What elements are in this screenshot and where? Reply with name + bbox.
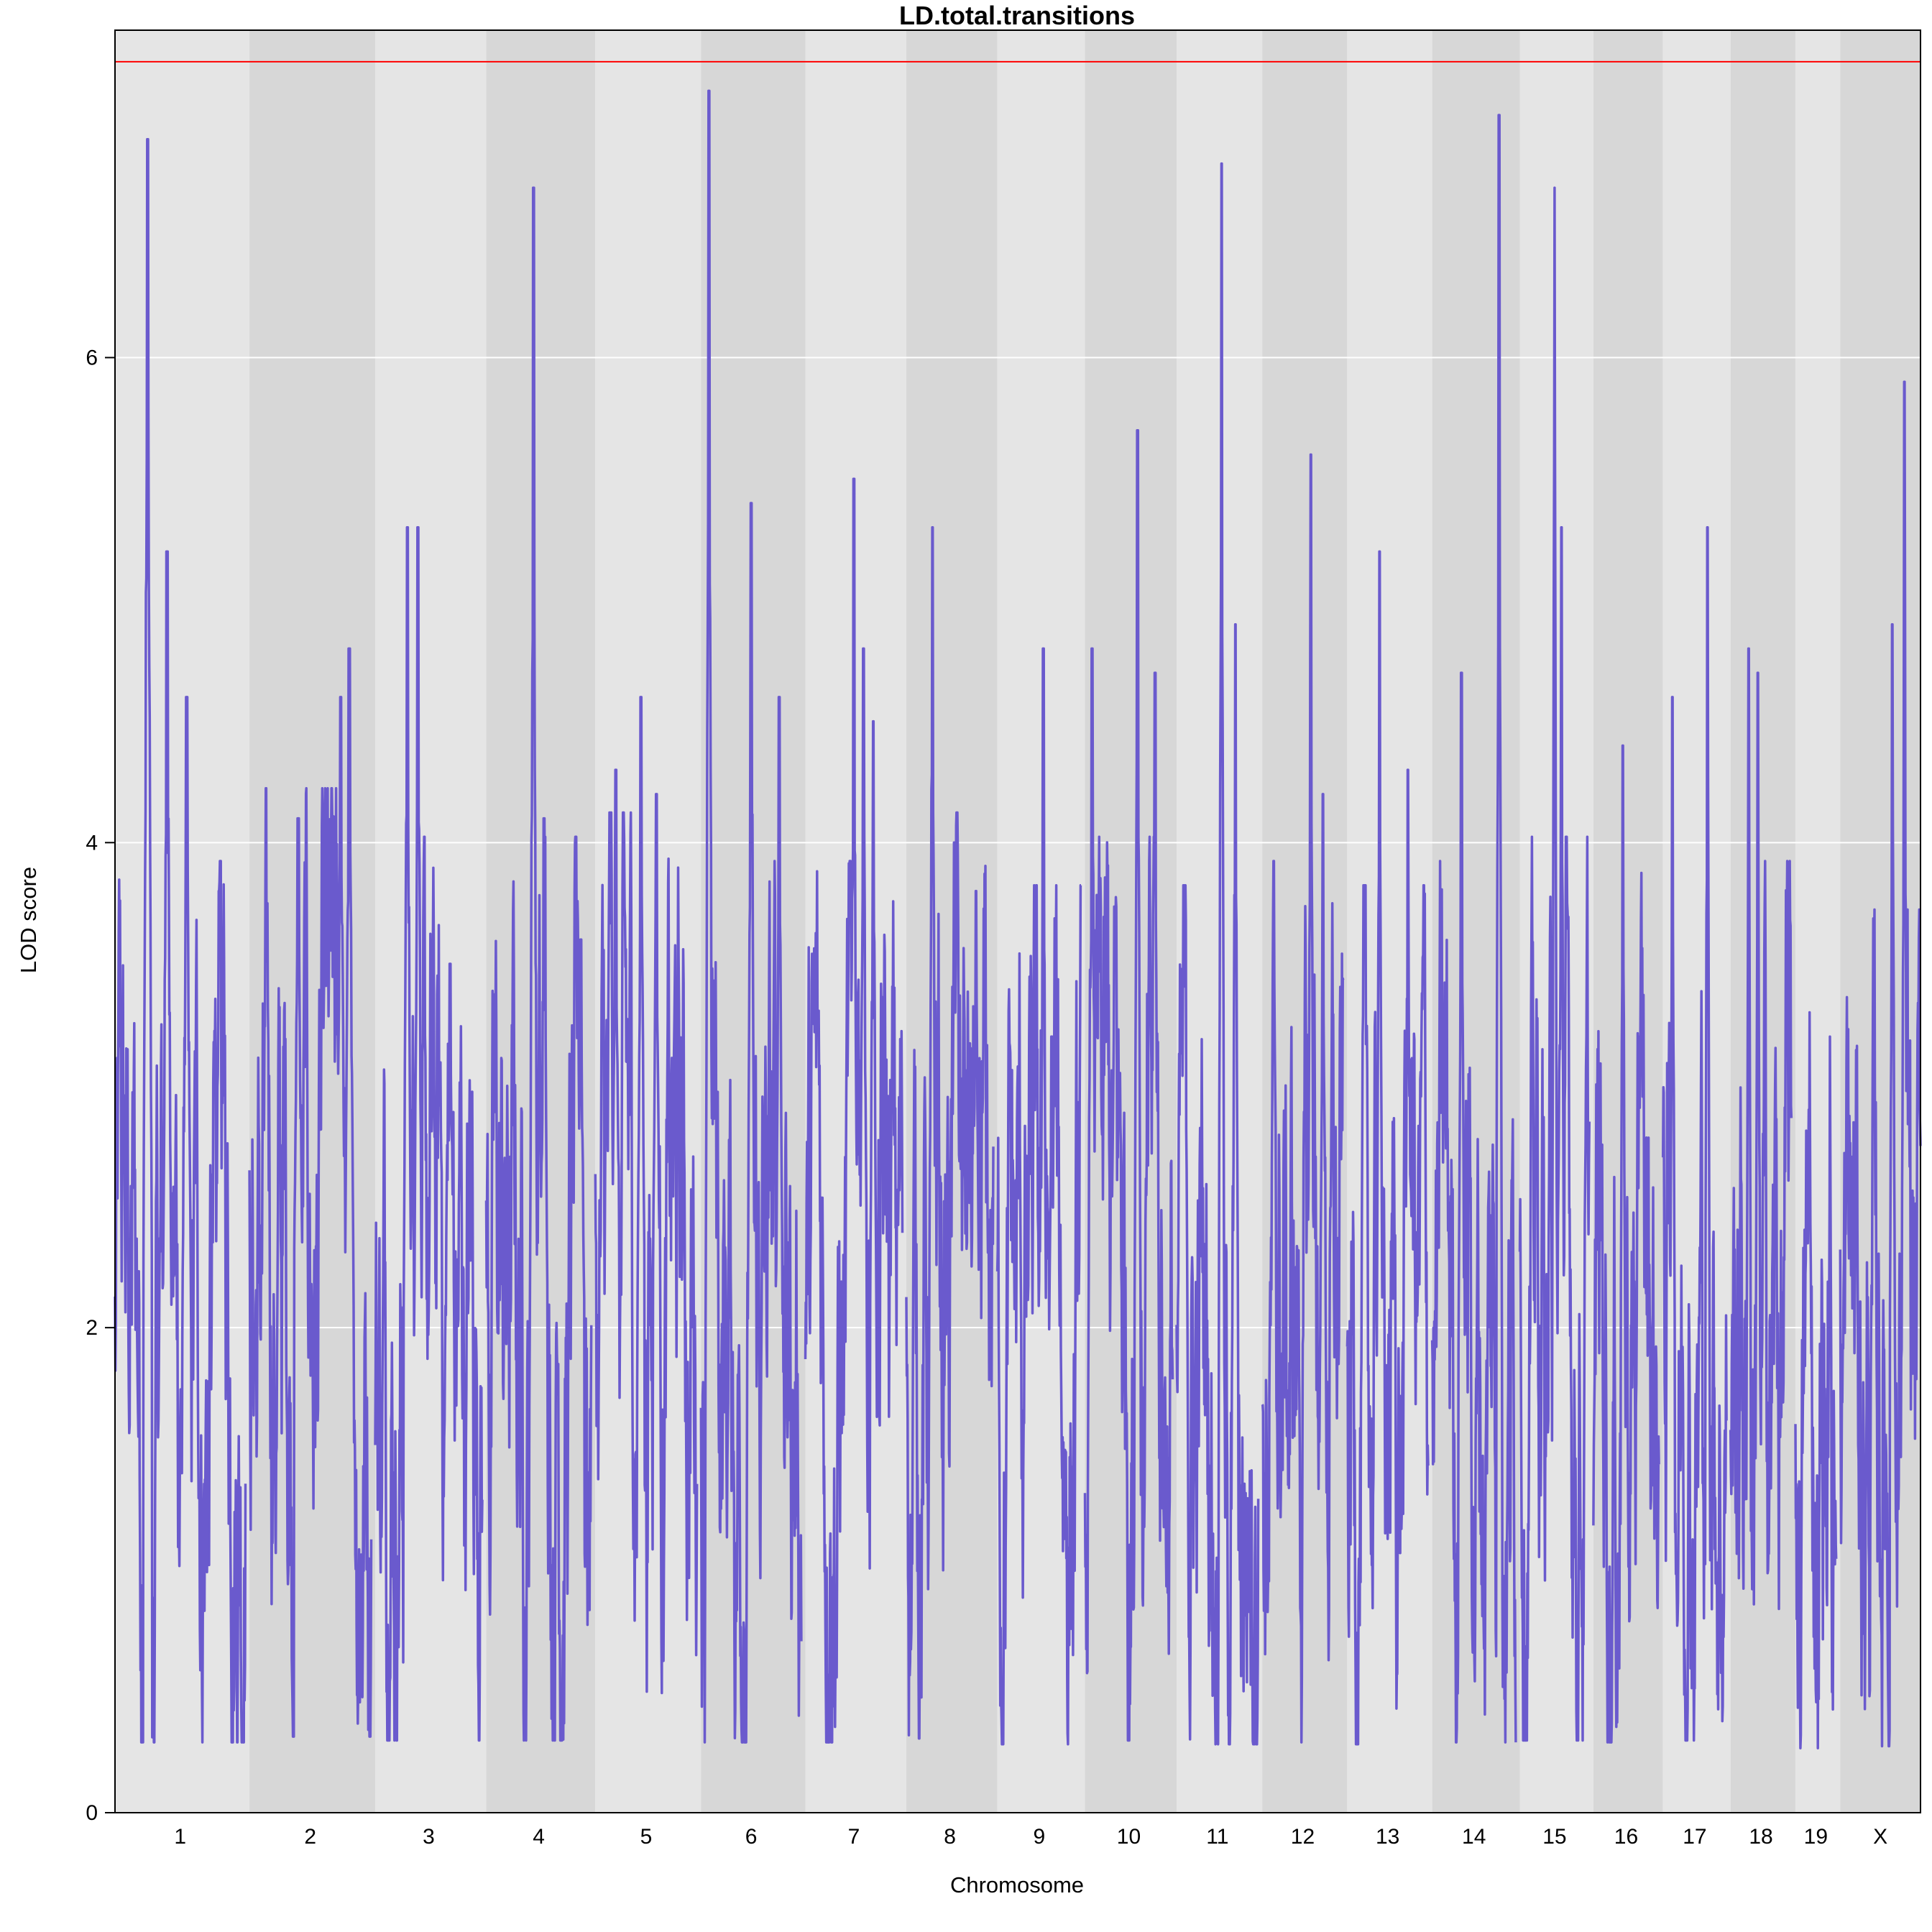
lod-line-chr-10 — [1083, 428, 1174, 1742]
x-tick-label: 10 — [1117, 1825, 1141, 1849]
chromosome-band — [115, 30, 250, 1813]
x-tick-label: X — [1873, 1825, 1887, 1849]
y-axis-label: LOD score — [16, 867, 41, 973]
y-tick-label: 0 — [86, 1801, 98, 1825]
x-tick-label: 2 — [304, 1825, 316, 1849]
x-tick-label: 3 — [423, 1825, 435, 1849]
x-tick-label: 6 — [745, 1825, 758, 1849]
plot-frame — [114, 29, 1921, 1813]
y-tick-label: 2 — [86, 1316, 98, 1340]
lod-line-chr-9 — [995, 647, 1082, 1746]
y-tick-label: 4 — [86, 831, 98, 855]
lod-line-chr-3 — [374, 525, 484, 1742]
x-tick-label: 15 — [1542, 1825, 1566, 1849]
lod-line-chr-14 — [1430, 114, 1517, 1744]
x-tick-label: 14 — [1462, 1825, 1486, 1849]
lod-line-chr-13 — [1346, 550, 1430, 1746]
lod-series — [114, 89, 1922, 1749]
lod-line-chr-5 — [594, 696, 699, 1695]
y-tick-label: 6 — [86, 346, 98, 370]
chart-title: LD.total.transitions — [899, 1, 1135, 30]
x-tick-label: 12 — [1291, 1825, 1315, 1849]
x-tick-label: 13 — [1376, 1825, 1399, 1849]
x-tick-label: 16 — [1614, 1825, 1638, 1849]
lod-line-chr-16 — [1592, 744, 1660, 1744]
lod-line-chr-7 — [804, 477, 904, 1744]
lod-line-chr-2 — [248, 647, 373, 1738]
lod-line-chr-19 — [1794, 1011, 1838, 1749]
lod-line-chr-1 — [114, 138, 247, 1744]
lod-line-chr-6 — [699, 89, 803, 1744]
x-tick-label: 17 — [1683, 1825, 1706, 1849]
lod-line-chr-15 — [1518, 186, 1591, 1742]
lod-line-chr-11 — [1175, 162, 1260, 1746]
y-axis: 0 2 4 6 — [86, 346, 115, 1825]
x-tick-label: 1 — [174, 1825, 186, 1849]
x-tick-label: 8 — [944, 1825, 956, 1849]
x-tick-label: 4 — [533, 1825, 545, 1849]
x-tick-label: 18 — [1749, 1825, 1772, 1849]
lod-line-chr-17 — [1661, 525, 1728, 1742]
lod-line-chr-X — [1839, 380, 1922, 1748]
x-axis-label: Chromosome — [950, 1872, 1084, 1898]
x-tick-label: 5 — [640, 1825, 653, 1849]
lod-line-chr-8 — [905, 525, 995, 1740]
x-tick-label: 19 — [1804, 1825, 1828, 1849]
x-tick-label: 7 — [848, 1825, 860, 1849]
x-tick-label: 11 — [1206, 1825, 1228, 1849]
lod-line-chr-4 — [484, 186, 593, 1742]
lod-line-chr-18 — [1729, 647, 1793, 1611]
lod-line-chr-12 — [1261, 453, 1345, 1744]
chromosome-band — [1730, 30, 1795, 1813]
x-tick-label: 9 — [1033, 1825, 1045, 1849]
x-axis: 1 2 3 4 5 6 7 8 9 10 11 12 13 14 15 16 17 18 19 X — [174, 1825, 1887, 1849]
